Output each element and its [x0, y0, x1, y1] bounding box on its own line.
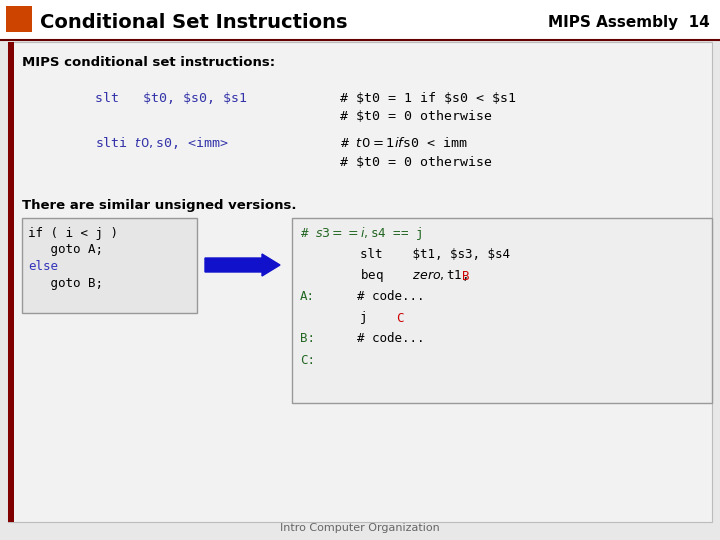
Text: Intro Computer Organization: Intro Computer Organization [280, 523, 440, 533]
FancyArrow shape [205, 254, 280, 276]
Text: MIPS conditional set instructions:: MIPS conditional set instructions: [22, 57, 275, 70]
Text: slt    $t1, $s3, $s4: slt $t1, $s3, $s4 [300, 248, 510, 261]
Text: # $t0 = 0 otherwise: # $t0 = 0 otherwise [340, 156, 492, 168]
Text: Conditional Set Instructions: Conditional Set Instructions [40, 12, 348, 31]
Bar [8, 42, 712, 522]
Text: C:: C: [300, 354, 315, 367]
Text: slt   $t0, $s0, $s1: slt $t0, $s0, $s1 [95, 91, 247, 105]
Text: if ( i < j ): if ( i < j ) [28, 226, 118, 240]
Bar [8, 42, 14, 522]
Text: else: else [28, 260, 58, 273]
Bar [0, 0, 720, 40]
Text: goto A;: goto A; [28, 244, 103, 256]
Bar [22, 218, 197, 313]
Text: beq    $zero, $t1,: beq $zero, $t1, [300, 267, 471, 285]
Text: B: B [462, 269, 469, 282]
Text: MIPS Assembly  14: MIPS Assembly 14 [548, 15, 710, 30]
Text: # code...: # code... [312, 291, 425, 303]
Text: A:: A: [300, 291, 315, 303]
Text: goto B;: goto B; [28, 278, 103, 291]
Text: slti $t0, $s0, <imm>: slti $t0, $s0, <imm> [95, 135, 228, 151]
Text: # $t0 = 0 otherwise: # $t0 = 0 otherwise [340, 111, 492, 124]
Text: # $t0 = 1 if $s0 < $s1: # $t0 = 1 if $s0 < $s1 [340, 91, 516, 105]
Text: There are similar unsigned versions.: There are similar unsigned versions. [22, 199, 297, 212]
Text: C: C [396, 312, 403, 325]
Bar [292, 218, 712, 403]
Text: # code...: # code... [312, 333, 425, 346]
Text: B:: B: [300, 333, 315, 346]
Text: # $t0 = 1 if $s0 < imm: # $t0 = 1 if $s0 < imm [340, 136, 468, 150]
Bar [6, 6, 32, 32]
Text: # $s3 == i, $s4 == j: # $s3 == i, $s4 == j [300, 226, 422, 242]
Text: j: j [300, 312, 420, 325]
